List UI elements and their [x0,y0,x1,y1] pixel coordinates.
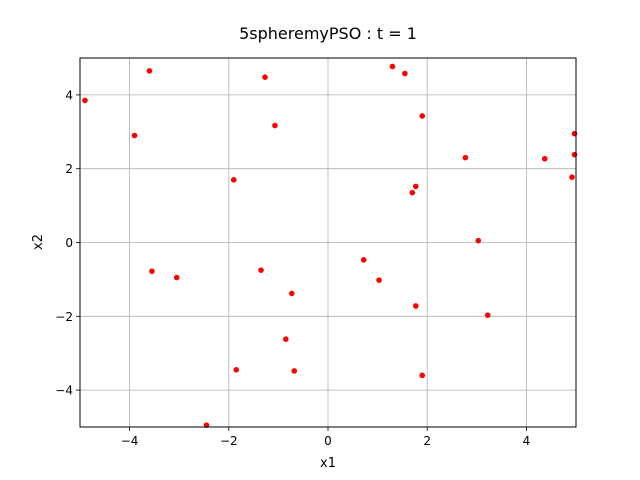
data-point [291,368,298,374]
data-point [409,189,416,196]
x-tick-label: 0 [324,434,332,448]
data-point [173,274,180,281]
data-point [402,70,408,77]
axis-ticks: −4 −2 0 2 4 −4 −2 0 2 4 [55,88,530,448]
data-point [82,97,88,104]
data-point [360,257,367,263]
data-point [475,237,482,244]
data-point [412,183,419,190]
y-tick-label: 4 [65,88,73,102]
data-point [462,154,469,161]
data-point [131,132,138,139]
data-point [419,113,426,119]
data-point [283,336,289,342]
y-tick-label: −2 [55,310,73,324]
grid [80,58,576,427]
data-point [288,290,295,297]
data-point [484,312,491,318]
data-point [412,303,419,309]
data-point [541,155,548,162]
data-point [272,122,278,129]
y-tick-label: −4 [55,384,73,398]
chart-title: 5spheremyPSO : t = 1 [239,24,417,43]
data-point [262,74,268,80]
data-point [230,176,237,183]
x-tick-label: 4 [523,434,531,448]
data-point [146,68,153,74]
data-point [569,174,575,180]
data-point [419,372,426,379]
x-tick-label: −2 [220,434,238,448]
x-axis-label: x1 [320,456,336,471]
data-point [258,267,264,273]
data-points [82,63,578,428]
y-axis-label: x2 [31,234,46,250]
y-tick-label: 0 [65,236,73,250]
data-point [389,63,396,70]
data-point [149,268,155,275]
y-tick-label: 2 [65,162,73,176]
data-point [376,277,382,283]
plot-frame [79,57,577,428]
data-point [233,367,240,373]
x-tick-label: 2 [423,434,431,448]
x-tick-label: −4 [121,434,139,448]
